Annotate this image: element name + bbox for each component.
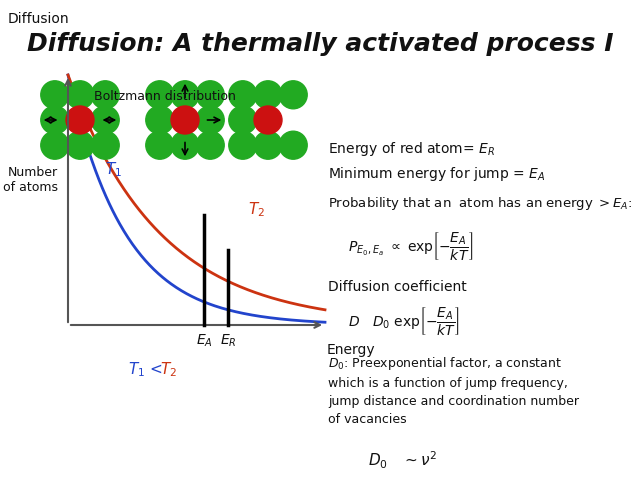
Text: $D_0$: Preexponential factor, a constant
which is a function of jump frequency,
: $D_0$: Preexponential factor, a constant… [328, 355, 579, 426]
Text: $T_1$ <: $T_1$ < [128, 360, 164, 379]
Ellipse shape [196, 131, 224, 159]
Ellipse shape [41, 131, 69, 159]
Ellipse shape [279, 131, 307, 159]
Ellipse shape [66, 81, 94, 109]
Text: $T_2$: $T_2$ [248, 201, 265, 219]
Text: Minimum energy for jump = $E_A$: Minimum energy for jump = $E_A$ [328, 165, 545, 183]
Text: $E_A$: $E_A$ [196, 333, 212, 349]
Text: Boltzmann distribution: Boltzmann distribution [94, 90, 236, 103]
Ellipse shape [41, 81, 69, 109]
Ellipse shape [254, 131, 282, 159]
Ellipse shape [229, 131, 257, 159]
Text: Number
of atoms: Number of atoms [3, 166, 58, 194]
Text: Diffusion coefficient: Diffusion coefficient [328, 280, 467, 294]
Ellipse shape [41, 106, 69, 134]
Ellipse shape [146, 131, 174, 159]
Ellipse shape [229, 106, 257, 134]
Ellipse shape [171, 131, 199, 159]
Ellipse shape [196, 81, 224, 109]
Text: Energy of red atom= $E_R$: Energy of red atom= $E_R$ [328, 140, 495, 158]
Ellipse shape [66, 106, 94, 134]
Text: $T_2$: $T_2$ [160, 360, 177, 379]
Text: $P_{E_0, E_a}$ $\propto$ exp$\left[-\dfrac{E_A}{kT}\right]$: $P_{E_0, E_a}$ $\propto$ exp$\left[-\dfr… [348, 230, 474, 262]
Text: Probability that an  atom has an energy $>E_A$:: Probability that an atom has an energy $… [328, 195, 632, 212]
Ellipse shape [196, 106, 224, 134]
Ellipse shape [229, 81, 257, 109]
Text: $E_R$: $E_R$ [220, 333, 236, 349]
Text: Diffusion: A thermally activated process I: Diffusion: A thermally activated process… [27, 32, 613, 56]
Ellipse shape [146, 106, 174, 134]
Ellipse shape [254, 106, 282, 134]
Text: Diffusion: Diffusion [8, 12, 70, 26]
Text: Energy: Energy [327, 343, 376, 357]
Ellipse shape [146, 81, 174, 109]
Ellipse shape [66, 131, 94, 159]
Text: $D \quad D_0$ exp$\left[-\dfrac{E_A}{kT}\right]$: $D \quad D_0$ exp$\left[-\dfrac{E_A}{kT}… [348, 305, 460, 337]
Text: $D_0 \quad \sim \nu^2$: $D_0 \quad \sim \nu^2$ [368, 450, 438, 471]
Ellipse shape [92, 81, 119, 109]
Ellipse shape [92, 106, 119, 134]
Ellipse shape [254, 81, 282, 109]
Ellipse shape [279, 81, 307, 109]
Ellipse shape [171, 106, 199, 134]
Ellipse shape [92, 131, 119, 159]
Ellipse shape [171, 81, 199, 109]
Text: $T_1$: $T_1$ [105, 161, 122, 180]
